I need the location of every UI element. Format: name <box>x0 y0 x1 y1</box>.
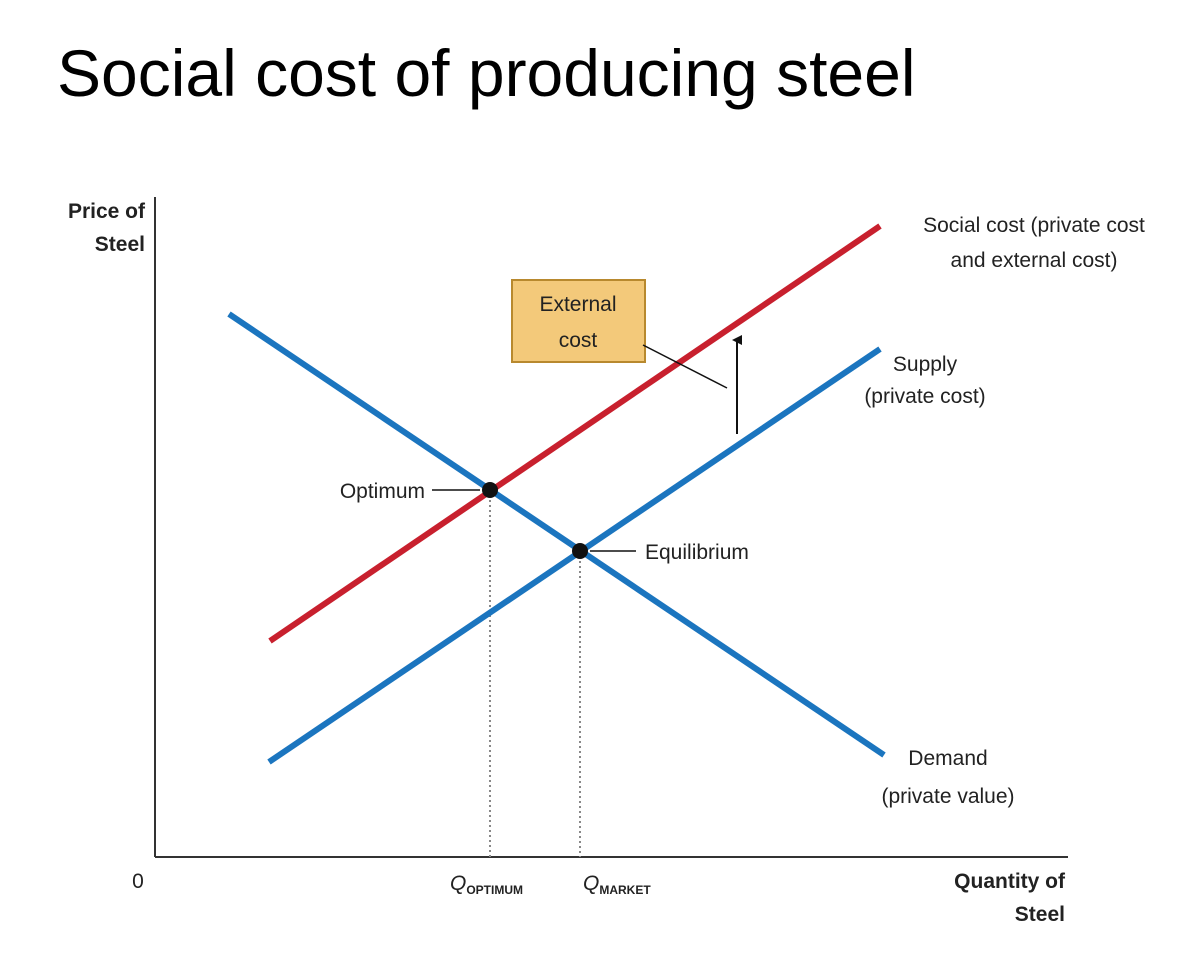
optimum-point <box>482 482 498 498</box>
curve-label: Social cost (private cost <box>923 214 1145 237</box>
curve-label: Demand <box>908 747 987 770</box>
y-axis-label: Price of <box>68 200 146 223</box>
curve-label: Supply <box>893 353 958 376</box>
x-axis-label: Steel <box>1015 903 1065 926</box>
curve-label: (private value) <box>881 785 1014 808</box>
quantity-subscript: OPTIMUM <box>466 883 523 897</box>
quantity-label: QOPTIMUM <box>450 872 523 897</box>
callout-leader <box>642 344 728 389</box>
origin-label: 0 <box>132 870 144 893</box>
point-label: Equilibrium <box>645 541 749 564</box>
social-cost-curve <box>268 223 882 644</box>
title: Social cost of producing steel <box>57 36 915 110</box>
quantity-symbol: Q <box>450 872 466 895</box>
curve-label: (private cost) <box>864 385 985 408</box>
callout-text: cost <box>559 329 598 352</box>
curve-label: and external cost) <box>951 249 1118 272</box>
callout-box <box>511 279 646 363</box>
quantity-symbol: Q <box>583 872 599 895</box>
point-label: Optimum <box>340 480 425 503</box>
equilibrium-point <box>572 543 588 559</box>
callout-text: External <box>539 293 616 316</box>
demand-curve <box>227 311 886 758</box>
quantity-subscript: MARKET <box>599 883 651 897</box>
x-axis-label: Quantity of <box>954 870 1066 893</box>
quantity-label: QMARKET <box>583 872 651 897</box>
y-axis-label: Steel <box>95 233 145 256</box>
